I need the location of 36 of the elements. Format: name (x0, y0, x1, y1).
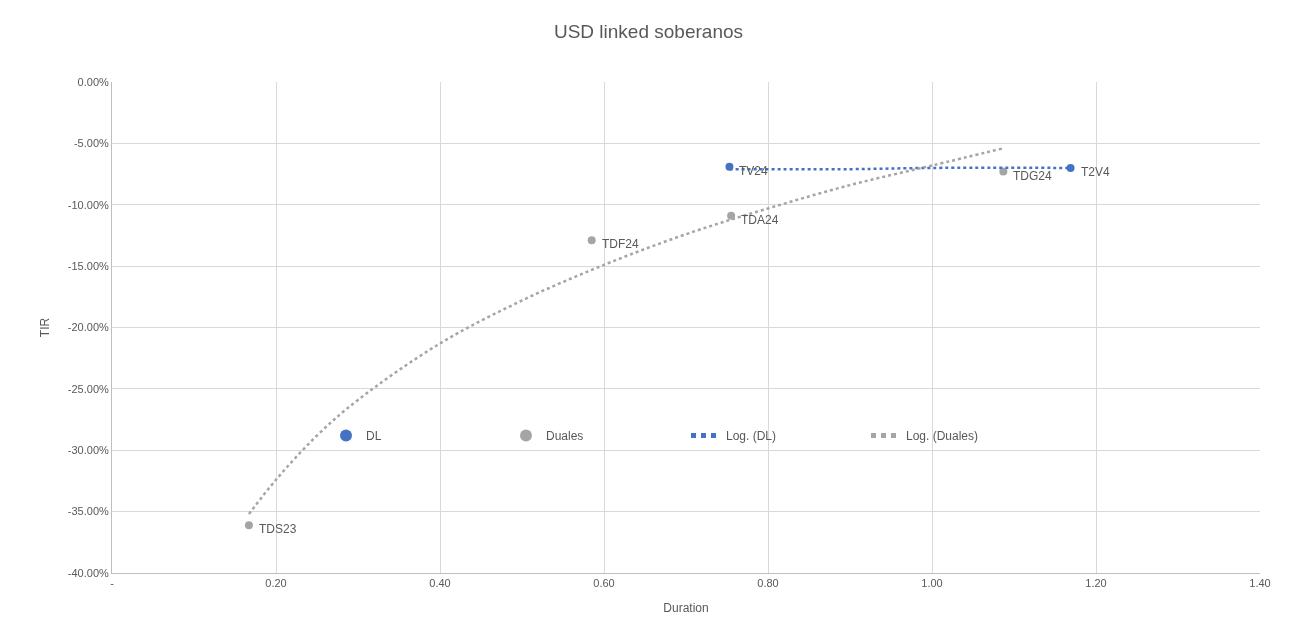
legend-label: Log. (DL) (726, 429, 777, 444)
x-tick-label: - (110, 577, 115, 590)
legend-label: Log. (Duales) (906, 429, 979, 444)
x-tick-label: 1.00 (921, 577, 943, 590)
y-tick-label: -10.00% (67, 198, 110, 211)
annotation: TDA24 (741, 213, 779, 227)
y-tick-label: -5.00% (73, 137, 110, 150)
annotation: TDF24 (602, 237, 639, 251)
y-tick-label: 0.00% (77, 75, 110, 88)
legend-label: Duales (546, 429, 584, 444)
x-tick-label: 0.20 (265, 577, 287, 590)
y-tick-label: -35.00% (67, 505, 110, 518)
point (727, 211, 736, 220)
y-tick-label: -25.00% (67, 382, 110, 395)
legend-label: DL (366, 429, 382, 444)
point (587, 236, 596, 245)
chart-title: USD linked soberanos (553, 20, 744, 42)
y-tick-label: -15.00% (67, 259, 110, 272)
point (1066, 163, 1075, 172)
y-tick-label: -30.00% (67, 444, 110, 457)
y-tick-label: -40.00% (67, 566, 110, 579)
x-tick-label: 1.40 (1249, 577, 1271, 590)
annotation: T2V4 (1081, 165, 1111, 179)
annotation: TDG24 (1013, 169, 1052, 183)
x-tick-label: 0.40 (429, 577, 451, 590)
point (999, 167, 1008, 176)
annotation: TDS23 (259, 522, 297, 536)
line-series (247, 147, 1005, 516)
point (244, 521, 253, 530)
annotation: TV24 (739, 164, 769, 178)
x-tick-label: 1.20 (1085, 577, 1107, 590)
y-axis-title: TIR (38, 317, 53, 338)
x-tick-label: 0.60 (593, 577, 615, 590)
x-axis-title: Duration (663, 601, 709, 616)
x-tick-label: 0.80 (757, 577, 779, 590)
y-tick-label: -20.00% (67, 321, 110, 334)
